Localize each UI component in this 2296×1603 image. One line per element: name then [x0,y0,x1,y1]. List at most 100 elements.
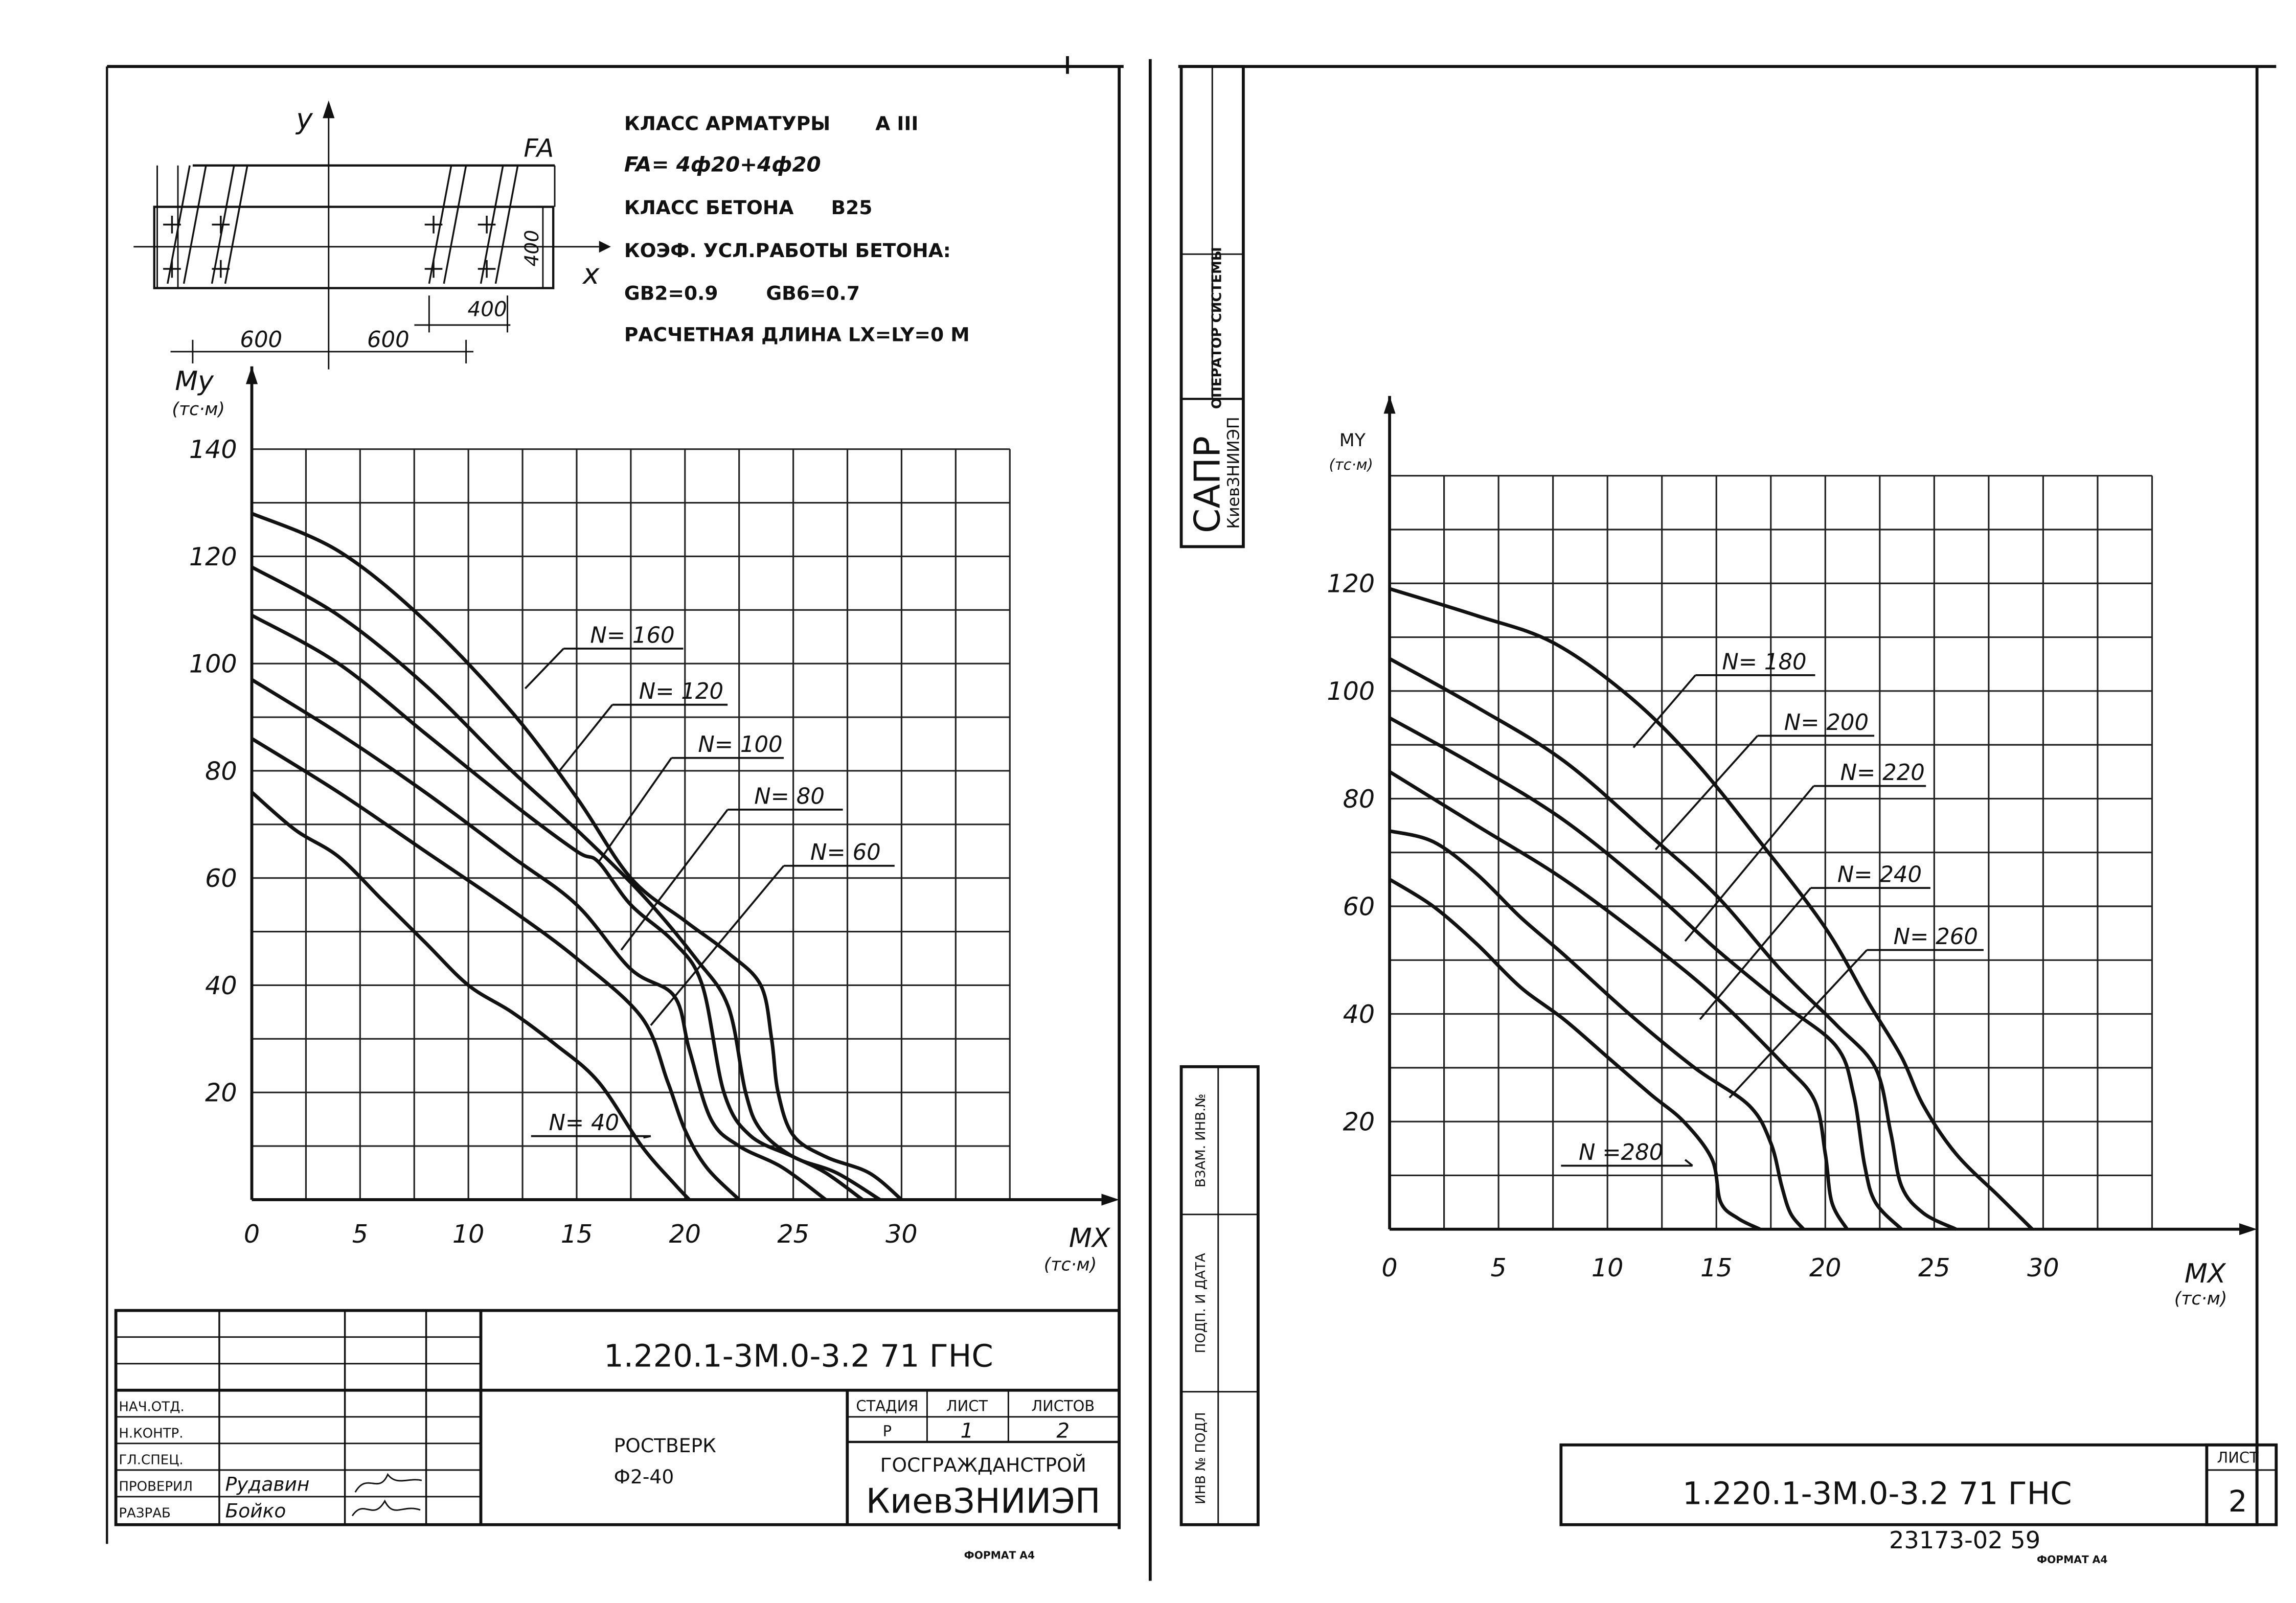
left-doc-code: 1.220.1-3М.0-3.2 71 ГНС [604,1339,993,1375]
series-line-3 [1389,770,1849,1230]
x-tick-label: 5 [352,1219,368,1249]
y-axis-arrow [245,366,258,384]
chart-left-grid [245,366,1120,1206]
x-tick-label: 25 [777,1219,809,1249]
stamp-operator: ОПЕРАТОР СИСТЕМЫ [1210,247,1225,409]
section-dim-600-left: 600 [240,327,282,353]
series-line-1 [1389,657,1957,1231]
y-tick-label: 20 [1343,1107,1375,1137]
chart-right-y-axis-label: MY [1339,430,1366,451]
spec-reinforcement-class-value: A III [875,112,918,134]
chart-right-curves: N= 180 N= 200 N= 220 N= 240 N= 260 N =280 [1389,587,2034,1231]
x-tick-label: 10 [452,1219,485,1249]
series-leader-4 [1729,949,1868,1098]
x-tick-label: 15 [1700,1253,1733,1283]
chart-left-x-axis-unit: (тс·м) [1044,1255,1097,1275]
y-tick-label: 140 [189,434,237,464]
series-leader-2 [598,757,672,862]
x-tick-label: 25 [1918,1253,1950,1283]
y-axis-arrow [1383,396,1396,414]
stamp-inv: ИНВ № ПОДЛ [1193,1412,1209,1504]
y-tick-label: 60 [205,863,237,893]
right-doc-code: 1.220.1-3М.0-3.2 71 ГНС [1683,1476,2072,1512]
spec-gb6: GB6=0.7 [766,282,860,305]
chart-right-x-ticks: 0 5 10 15 20 25 30 [1381,1253,2059,1283]
series-label-3: N= 240 [1837,862,1922,888]
chart-right: N= 180 N= 200 N= 220 N= 240 N= 260 N =280 20 4… [1327,396,2257,1309]
sheet-value: 1 [961,1418,974,1442]
role-developed: РАЗРАБ [119,1505,170,1521]
chart-right-y-ticks: 20 40 60 80 100 120 [1327,569,1375,1137]
x-tick-label: 5 [1490,1253,1506,1283]
series-leader-0 [524,648,564,690]
series-label-5: N= 40 [549,1110,619,1136]
chart-right-x-axis-label: MX [2185,1258,2226,1289]
chart-right-grid [1383,396,2257,1235]
name-checked: Рудавин [225,1473,309,1495]
right-format-label: ФОРМАТ А4 [2037,1553,2107,1566]
series-line-4 [251,737,741,1201]
x-tick-label: 20 [669,1219,701,1249]
series-line-3 [251,678,827,1201]
series-leader-1 [1654,735,1759,851]
spec-reinforcement-class-label: КЛАСС АРМАТУРЫ [624,112,830,134]
title-name-line2: Ф2-40 [614,1465,674,1488]
x-axis-arrow [1101,1194,1120,1206]
left-sheet-frame [106,56,1152,1581]
left-format-label: ФОРМАТ А4 [964,1549,1035,1561]
series-label-1: N= 200 [1784,710,1869,736]
sheets-value: 2 [1056,1418,1070,1442]
x-tick-label: 0 [244,1219,260,1249]
spec-concrete-class-value: B25 [831,196,873,219]
chart-left-y-axis-unit: (тс·м) [172,399,225,420]
right-title-block: 1.220.1-3М.0-3.2 71 ГНС ЛИСТ 2 23173-02 … [1559,1443,2278,1566]
spec-coef-label: КОЭФ. УСЛ.РАБОТЫ БЕТОНА: [624,239,951,262]
x-tick-label: 15 [561,1219,593,1249]
section-fa-label: FA [524,133,554,163]
section-dim-400-vertical: 400 [520,230,543,267]
org-ministry: ГОСГРАЖДАНСТРОЙ [880,1454,1086,1476]
spec-fa: FA= 4ф20+4ф20 [624,152,821,176]
sheets-header: ЛИСТОВ [1031,1397,1095,1414]
section-y-label: y [295,102,313,135]
chart-left: N= 160 N= 120 N= 100 N= 80 N= 60 N= 40 20 40 60… [172,366,1120,1275]
series-leader-3 [1699,887,1812,1020]
spec-gb2: GB2=0.9 [624,282,718,305]
right-sheet-value: 2 [2229,1484,2247,1519]
signature-developed [351,1499,421,1517]
x-tick-label: 20 [1809,1253,1842,1283]
x-tick-label: 30 [885,1219,918,1249]
y-tick-label: 60 [1343,891,1375,921]
section-x-label: x [582,258,600,290]
series-line-5 [251,791,691,1201]
section-dim-600-right: 600 [367,327,410,353]
y-tick-label: 20 [205,1078,237,1108]
section-dim-400-horizontal: 400 [468,297,507,322]
series-leader-1 [558,704,613,772]
y-tick-label: 80 [205,756,237,786]
series-line-0 [251,512,903,1201]
org-institute: КиевЗНИИЭП [866,1481,1101,1521]
series-line-5 [1389,878,1761,1231]
series-leader-0 [1632,674,1696,748]
y-tick-label: 80 [1343,784,1375,814]
series-label-4: N= 260 [1894,924,1978,950]
series-leader-5 [1684,1159,1693,1166]
sheet-header: ЛИСТ [946,1397,988,1414]
stamp-vzam: ВЗАМ. ИНВ.№ [1193,1094,1209,1187]
series-label-0: N= 160 [590,623,674,648]
doc-number: 23173-02 59 [1889,1526,2040,1554]
chart-left-x-ticks: 0 5 10 15 20 25 30 [244,1219,918,1249]
series-line-0 [1389,587,2034,1231]
series-leader-3 [620,809,729,951]
signature-checked [354,1473,422,1493]
series-label-0: N= 180 [1722,649,1806,675]
series-leader-5 [643,1135,651,1139]
series-label-3: N= 80 [754,784,825,809]
chart-left-y-axis-label: My [175,366,214,397]
stamp-podp: ПОДП. И ДАТА [1193,1253,1209,1353]
series-leader-4 [650,865,785,1026]
chart-left-y-ticks: 20 40 60 80 100 120 140 [189,434,237,1108]
x-tick-label: 10 [1592,1253,1624,1283]
